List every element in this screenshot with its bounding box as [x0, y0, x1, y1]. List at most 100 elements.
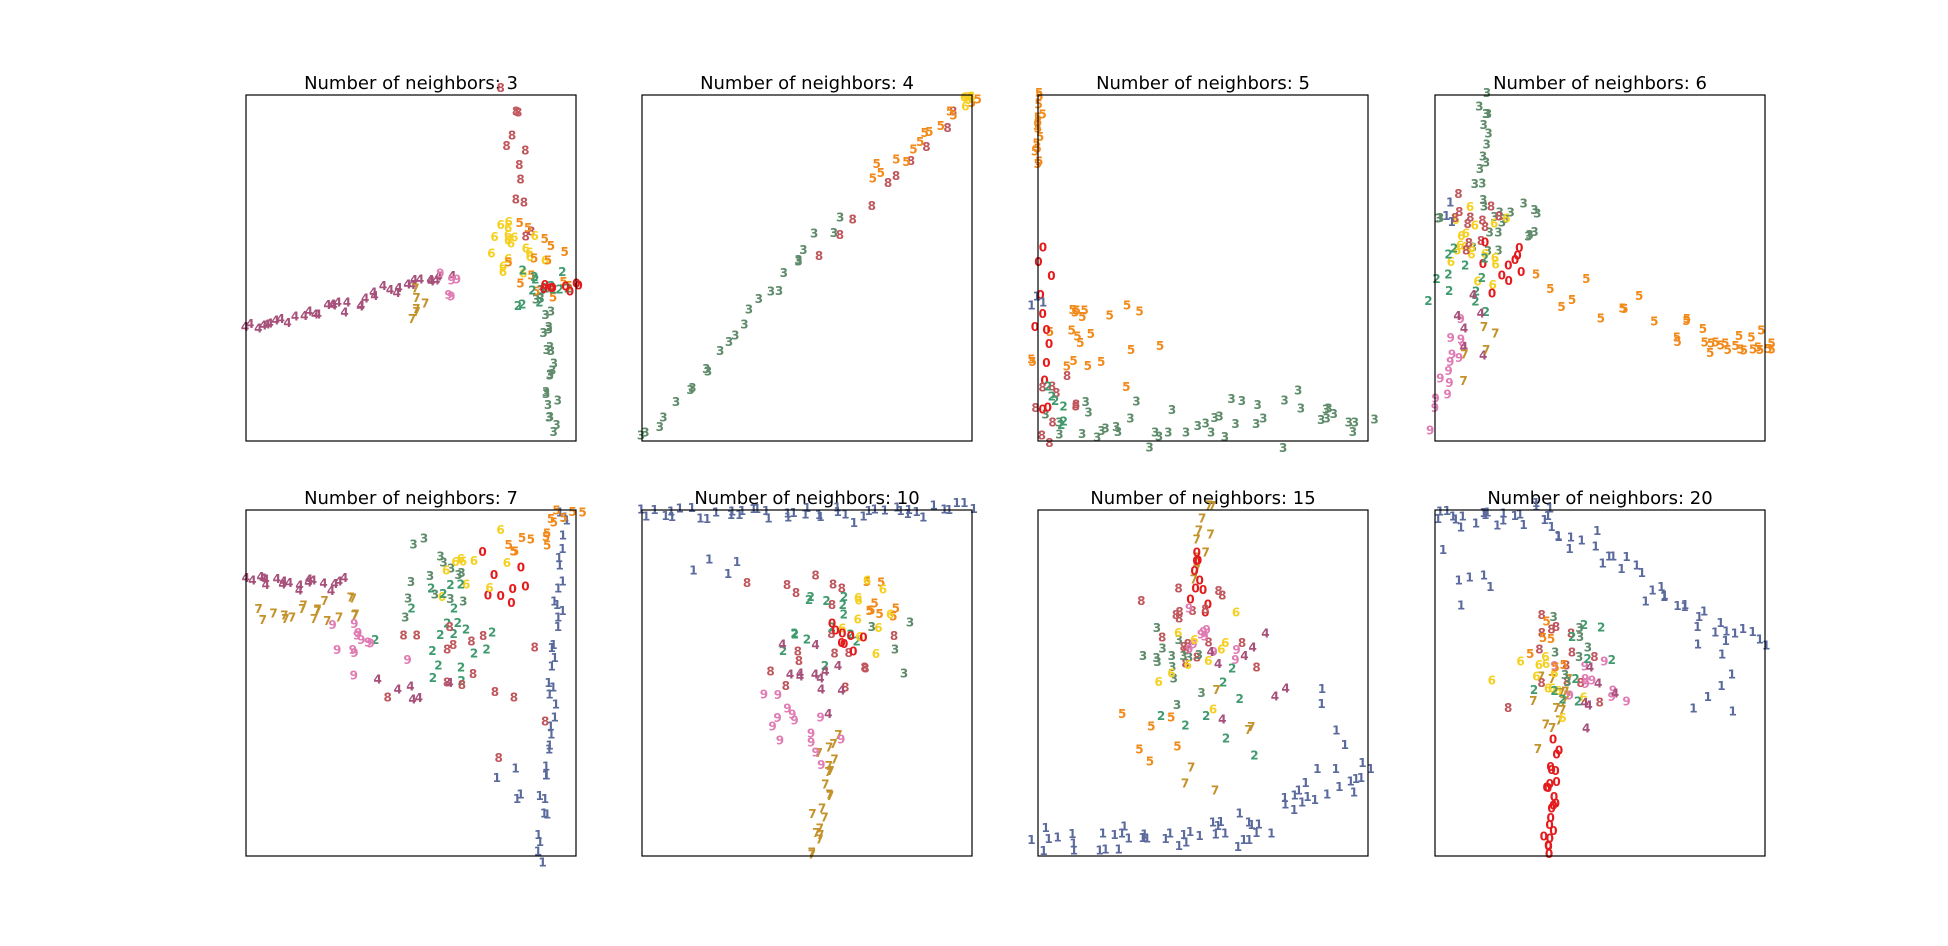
digit-point-8: 8 — [845, 646, 853, 660]
digit-point-8: 8 — [1466, 210, 1474, 224]
digit-point-4: 4 — [415, 691, 423, 705]
digit-point-7: 7 — [1181, 777, 1189, 791]
digit-point-3: 3 — [546, 410, 554, 424]
digit-point-5: 5 — [1084, 359, 1092, 373]
digit-point-2: 2 — [1530, 683, 1538, 697]
digit-point-9: 9 — [1444, 364, 1452, 378]
digit-point-0: 0 — [1555, 744, 1563, 758]
digit-point-6: 6 — [1190, 633, 1198, 647]
digit-point-1: 1 — [545, 738, 553, 752]
digit-point-3: 3 — [704, 365, 712, 379]
digit-point-3: 3 — [550, 356, 558, 370]
digit-point-3: 3 — [1324, 401, 1332, 415]
digit-point-6: 6 — [854, 593, 862, 607]
digit-point-4: 4 — [394, 682, 402, 696]
digit-point-5: 5 — [1754, 341, 1762, 355]
digit-point-2: 2 — [450, 602, 458, 616]
digit-point-1: 1 — [1546, 501, 1554, 515]
digit-point-9: 9 — [367, 637, 375, 651]
digit-point-1: 1 — [556, 506, 564, 520]
digit-point-3: 3 — [1152, 651, 1160, 665]
digit-point-5: 5 — [505, 538, 513, 552]
digit-point-7: 7 — [412, 305, 420, 319]
digit-point-7: 7 — [1212, 683, 1220, 697]
digit-point-1: 1 — [544, 676, 552, 690]
digit-point-2: 2 — [488, 626, 496, 640]
digit-point-9: 9 — [1622, 695, 1630, 709]
digit-point-4: 4 — [261, 573, 269, 587]
digit-point-1: 1 — [896, 504, 904, 518]
digit-point-0: 0 — [484, 589, 492, 603]
digit-point-1: 1 — [1295, 784, 1303, 798]
digit-point-9: 9 — [333, 643, 341, 657]
digit-point-5: 5 — [1063, 360, 1071, 374]
digit-point-5: 5 — [1122, 380, 1130, 394]
digit-point-3: 3 — [1055, 427, 1063, 441]
subplot-title: Number of neighbors: 5 — [1096, 73, 1310, 94]
digit-point-1: 1 — [554, 620, 562, 634]
digit-point-3: 3 — [554, 393, 562, 407]
digit-point-3: 3 — [404, 592, 412, 606]
digit-point-7: 7 — [351, 608, 359, 622]
digit-point-5: 5 — [543, 526, 551, 540]
digit-point-3: 3 — [546, 340, 554, 354]
digit-point-7: 7 — [1205, 499, 1213, 513]
digit-point-1: 1 — [930, 498, 938, 512]
digit-point-5: 5 — [877, 166, 885, 180]
digit-point-1: 1 — [1481, 508, 1489, 522]
digit-point-4: 4 — [1240, 649, 1248, 663]
digit-point-9: 9 — [1199, 625, 1207, 639]
digit-point-8: 8 — [521, 144, 529, 158]
digit-point-0: 0 — [1544, 781, 1552, 795]
digit-point-4: 4 — [304, 576, 312, 590]
digit-point-2: 2 — [407, 602, 415, 616]
digit-point-6: 6 — [1457, 229, 1465, 243]
digit-point-7: 7 — [1564, 688, 1572, 702]
digit-point-8: 8 — [522, 230, 530, 244]
digit-point-2: 2 — [1219, 675, 1227, 689]
digit-point-3: 3 — [1114, 425, 1122, 439]
digit-point-1: 1 — [1439, 543, 1447, 557]
digit-point-0: 0 — [1552, 775, 1560, 789]
digit-point-0: 0 — [1038, 403, 1046, 417]
digit-point-0: 0 — [1196, 573, 1204, 587]
digit-point-0: 0 — [1551, 764, 1559, 778]
digit-point-3: 3 — [1507, 206, 1515, 220]
digit-point-6: 6 — [1489, 278, 1497, 292]
digit-point-3: 3 — [1486, 225, 1494, 239]
digit-point-3: 3 — [767, 284, 775, 298]
digit-point-7: 7 — [1206, 527, 1214, 541]
digit-point-5: 5 — [1764, 342, 1772, 356]
digit-point-4: 4 — [319, 577, 327, 591]
digit-point-8: 8 — [922, 140, 930, 154]
digit-point-3: 3 — [539, 326, 547, 340]
digit-point-6: 6 — [854, 591, 862, 605]
digit-point-6: 6 — [522, 242, 530, 256]
digit-point-7: 7 — [808, 807, 816, 821]
digit-point-4: 4 — [1581, 696, 1589, 710]
digit-point-3: 3 — [1179, 649, 1187, 663]
digit-point-9: 9 — [1200, 630, 1208, 644]
digit-point-9: 9 — [1457, 332, 1465, 346]
digit-point-4: 4 — [416, 273, 424, 287]
digit-point-2: 2 — [1608, 653, 1616, 667]
digit-point-1: 1 — [1540, 513, 1548, 527]
digit-point-4: 4 — [300, 309, 308, 323]
digit-point-1: 1 — [1493, 519, 1501, 533]
digit-point-8: 8 — [1464, 217, 1472, 231]
digit-point-3: 3 — [830, 226, 838, 240]
digit-point-2: 2 — [446, 578, 454, 592]
digit-point-3: 3 — [1231, 417, 1239, 431]
digit-point-6: 6 — [1516, 654, 1524, 668]
digit-point-1: 1 — [1641, 595, 1649, 609]
digit-point-2: 2 — [1181, 719, 1189, 733]
digit-point-1: 1 — [1622, 550, 1630, 564]
digit-point-2: 2 — [1482, 305, 1490, 319]
digit-point-8: 8 — [1252, 661, 1260, 675]
digit-point-2: 2 — [1444, 268, 1452, 282]
digit-point-1: 1 — [764, 512, 772, 526]
digit-point-9: 9 — [1608, 690, 1616, 704]
digit-point-7: 7 — [1564, 672, 1572, 686]
